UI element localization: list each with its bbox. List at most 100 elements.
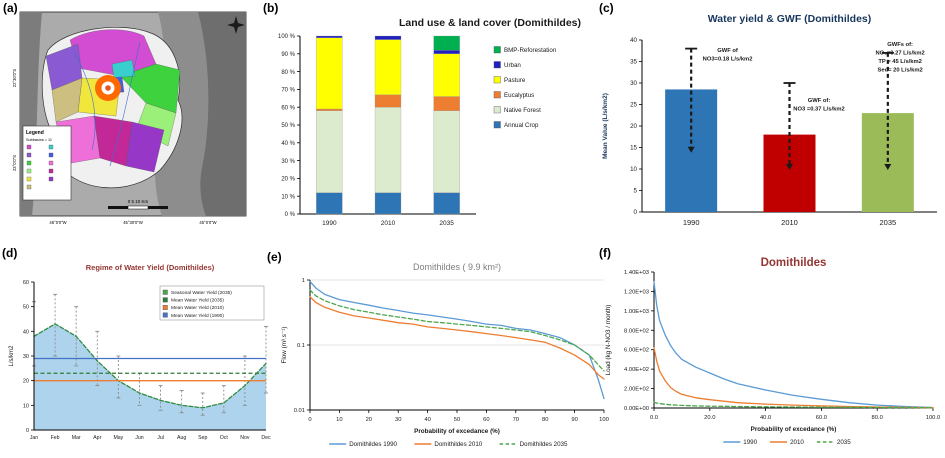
map-x-tick: 45°0'0"W	[199, 220, 216, 225]
svg-text:Load (kg N-NO3 / month): Load (kg N-NO3 / month)	[605, 305, 612, 376]
stream-line	[73, 51, 96, 151]
svg-text:6.00E+02: 6.00E+02	[624, 348, 649, 354]
svg-text:20.0: 20.0	[704, 415, 715, 421]
svg-text:40.0: 40.0	[760, 415, 771, 421]
svg-text:GWFs of:: GWFs of:	[887, 42, 913, 48]
svg-text:Mean Water Yield (2010): Mean Water Yield (2010)	[171, 305, 224, 311]
svg-text:50: 50	[23, 305, 29, 311]
svg-text:40 %: 40 %	[281, 141, 295, 147]
legend-swatch	[26, 144, 32, 150]
panel-f-label: (f)	[599, 246, 611, 260]
water-yield-gwf-bar-chart: Water yield & GWF (Domithildes) Mean Valu…	[602, 13, 937, 227]
map-legend: Legend Subbasins = 11	[22, 125, 72, 201]
svg-text:NO₃=0.27 L/s/km2: NO₃=0.27 L/s/km2	[876, 51, 925, 57]
svg-text:0 %: 0 %	[285, 212, 296, 218]
svg-text:2010: 2010	[781, 218, 798, 227]
svg-text:1990: 1990	[743, 439, 757, 446]
svg-text:5: 5	[634, 188, 638, 195]
svg-text:1: 1	[302, 278, 305, 284]
svg-text:TP = 45 L/s/km2: TP = 45 L/s/km2	[878, 59, 922, 65]
svg-text:Sed= 20 L/s/km2: Sed= 20 L/s/km2	[877, 68, 922, 74]
svg-text:Sep: Sep	[198, 435, 207, 441]
svg-text:1.00E+03: 1.00E+03	[624, 309, 649, 315]
svg-text:70: 70	[513, 417, 519, 423]
svg-text:Apr: Apr	[93, 435, 101, 441]
legend-swatch	[48, 160, 54, 166]
flow-duration-curve-chart: Domithildes ( 9.9 km²)0.010.110 10 20 30 40 5…	[281, 262, 609, 448]
svg-text:L/s/km2: L/s/km2	[9, 345, 15, 367]
svg-text:2035: 2035	[879, 218, 896, 227]
svg-text:Annual Crop: Annual Crop	[504, 122, 539, 129]
subbasin	[111, 59, 136, 79]
legend-swatch	[26, 152, 32, 158]
svg-text:20: 20	[366, 417, 372, 423]
svg-text:Land use & land cover (Domithi: Land use & land cover (Domithildes)	[399, 17, 581, 29]
svg-text:BMP-Reforestation: BMP-Reforestation	[504, 47, 557, 54]
svg-text:10: 10	[336, 417, 342, 423]
svg-text:Jul: Jul	[157, 435, 164, 441]
svg-text:Dec: Dec	[261, 435, 271, 441]
svg-text:60.0: 60.0	[816, 415, 827, 421]
svg-text:20: 20	[630, 123, 637, 130]
svg-text:0: 0	[634, 209, 638, 216]
svg-text:NO3 =0.37 L/s/km2: NO3 =0.37 L/s/km2	[793, 107, 844, 113]
svg-text:40: 40	[424, 417, 430, 423]
svg-text:80 %: 80 %	[281, 70, 295, 76]
panel-a-label: (a)	[3, 1, 18, 15]
svg-text:Feb: Feb	[51, 435, 60, 441]
svg-text:Seasonal Water Yield (2035): Seasonal Water Yield (2035)	[171, 290, 232, 296]
svg-text:May: May	[113, 435, 123, 441]
map-x-tick: 46°0'0"W	[49, 220, 66, 225]
svg-text:Flow (m³.s⁻¹): Flow (m³.s⁻¹)	[281, 327, 288, 364]
subbasin	[51, 77, 83, 123]
scale-segment	[127, 205, 149, 210]
legend-swatch	[26, 184, 32, 190]
svg-text:8.00E+02: 8.00E+02	[624, 328, 649, 334]
svg-text:Native Forest: Native Forest	[504, 107, 541, 114]
svg-text:Mean Water Yield (2035): Mean Water Yield (2035)	[171, 298, 224, 304]
svg-text:2035: 2035	[837, 439, 851, 446]
legend-swatch	[26, 160, 32, 166]
svg-text:Jan: Jan	[30, 435, 38, 441]
svg-text:30: 30	[630, 80, 637, 87]
panel-c-label: (c)	[599, 1, 614, 15]
svg-text:Domithildes: Domithildes	[761, 257, 827, 269]
svg-text:Domithildes 2035: Domithildes 2035	[520, 441, 568, 448]
svg-text:80.0: 80.0	[872, 415, 883, 421]
svg-text:35: 35	[630, 59, 637, 66]
panel-d-label: (d)	[2, 246, 18, 260]
svg-text:Regime of Water Yield (Domithi: Regime of Water Yield (Domithildes)	[86, 263, 215, 272]
svg-text:60: 60	[23, 280, 29, 286]
svg-text:100 %: 100 %	[278, 34, 296, 40]
svg-text:Nov: Nov	[240, 435, 250, 441]
map-y-tick: 22°30'0"S	[12, 69, 17, 88]
svg-text:0.01: 0.01	[294, 408, 305, 414]
map-y-tick: 23°0'0"S	[12, 155, 17, 171]
svg-text:0.1: 0.1	[297, 343, 305, 349]
panel-e-label: (e)	[267, 250, 282, 264]
svg-text:60 %: 60 %	[281, 105, 295, 111]
legend-swatch	[26, 176, 32, 182]
svg-text:50 %: 50 %	[281, 123, 295, 129]
svg-text:Urban: Urban	[504, 62, 521, 69]
svg-text:70 %: 70 %	[281, 88, 295, 94]
map-subbasins-label: Subbasins = 11	[26, 138, 52, 142]
panel-b-label: (b)	[263, 1, 279, 15]
map-x-tick: 45°30'0"W	[123, 220, 143, 225]
svg-text:2010: 2010	[790, 439, 804, 446]
svg-text:Mean Water Yield (1990): Mean Water Yield (1990)	[171, 313, 224, 319]
svg-text:Domithildes 1990: Domithildes 1990	[349, 441, 397, 448]
svg-text:NO3=0.18 L/s/km2: NO3=0.18 L/s/km2	[703, 57, 753, 63]
regime-of-water-yield-chart: Regime of Water Yield (Domithildes) L/s/k…	[9, 263, 271, 441]
svg-text:Probability of excedance (%): Probability of excedance (%)	[751, 426, 837, 433]
svg-text:Water yield & GWF (Domithildes: Water yield & GWF (Domithildes)	[708, 13, 872, 25]
study-area-marker	[95, 75, 121, 101]
svg-text:Mar: Mar	[72, 435, 81, 441]
stream-line	[109, 41, 141, 167]
svg-text:100.0: 100.0	[926, 415, 941, 421]
load-duration-curve-chart: Domithildes 0.00E+00 2.00E+02 4.00E+02 6.00E…	[605, 257, 941, 446]
scale-bar: 0 5 10 Km	[108, 199, 168, 210]
svg-text:25: 25	[630, 102, 637, 109]
subbasin	[125, 121, 165, 173]
